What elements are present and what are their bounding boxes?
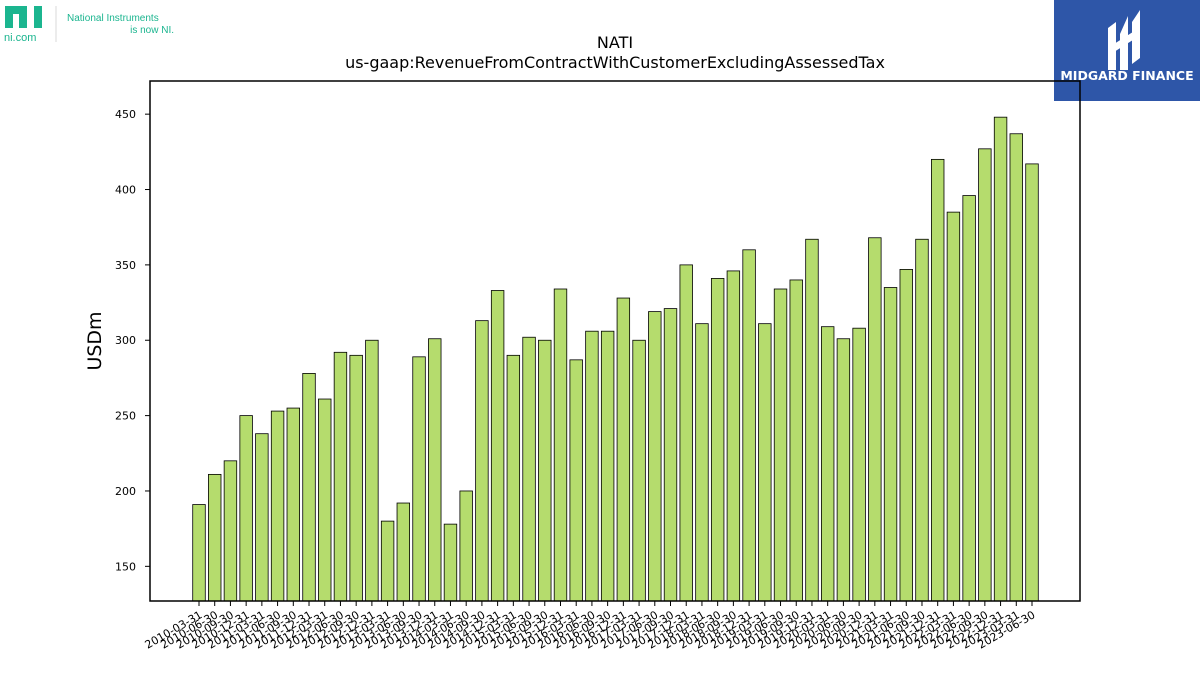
bar bbox=[616, 297, 631, 602]
bar bbox=[805, 238, 819, 602]
ni-logo: ni.com National Instruments is now NI. bbox=[4, 6, 174, 44]
y-tick-label: 200 bbox=[115, 485, 136, 498]
y-tick-label: 150 bbox=[115, 560, 136, 573]
bar bbox=[836, 338, 851, 602]
bar bbox=[396, 502, 411, 602]
bar bbox=[286, 407, 300, 602]
ni-mark-right-stem bbox=[34, 6, 42, 28]
bar bbox=[962, 195, 976, 602]
bar bbox=[428, 338, 442, 602]
bar bbox=[585, 330, 599, 602]
bar bbox=[1009, 133, 1023, 602]
midgard-logo-text: MIDGARD FINANCE bbox=[1060, 68, 1193, 83]
y-tick-label: 400 bbox=[115, 184, 136, 197]
bar bbox=[208, 473, 222, 602]
midgard-finance-logo: MIDGARD FINANCE bbox=[1054, 0, 1200, 101]
bar bbox=[270, 410, 285, 602]
y-tick-label: 250 bbox=[115, 410, 136, 423]
bar bbox=[223, 460, 238, 602]
bar bbox=[868, 237, 882, 602]
bar bbox=[978, 148, 992, 602]
bar bbox=[1025, 163, 1039, 602]
ni-mark-mid-stem bbox=[19, 6, 27, 28]
bar bbox=[695, 323, 709, 602]
bar bbox=[490, 290, 505, 602]
bar bbox=[820, 326, 835, 602]
bar bbox=[899, 269, 913, 602]
y-axis-label: USDm bbox=[84, 311, 106, 370]
plot-frame bbox=[149, 80, 1081, 602]
bar bbox=[663, 308, 678, 602]
bar bbox=[773, 288, 788, 602]
bar bbox=[600, 330, 615, 602]
bar bbox=[931, 158, 945, 602]
y-tick-label: 350 bbox=[115, 259, 136, 272]
x-axis: 2010-03-312010-06-302010-09-302010-12-31… bbox=[143, 601, 1038, 652]
ni-mark-left-stem bbox=[5, 6, 13, 28]
chart-subtitle: us-gaap:RevenueFromContractWithCustomerE… bbox=[345, 53, 885, 72]
ni-mark-arch bbox=[5, 6, 27, 14]
bar bbox=[679, 264, 693, 602]
bar bbox=[648, 311, 662, 602]
ni-tagline-line1: National Instruments bbox=[67, 13, 159, 24]
ni-site-text: ni.com bbox=[4, 32, 36, 44]
bar bbox=[506, 354, 521, 602]
bar bbox=[255, 433, 269, 602]
bar bbox=[302, 373, 316, 602]
bar bbox=[915, 238, 929, 602]
bar bbox=[318, 398, 332, 602]
bar bbox=[459, 490, 473, 602]
bar bbox=[239, 415, 253, 602]
bar bbox=[632, 339, 646, 602]
bar bbox=[538, 339, 552, 602]
bar-series bbox=[192, 116, 1039, 602]
y-axis: 150 200 250 300 350 400 450 bbox=[115, 108, 150, 573]
bar bbox=[412, 356, 426, 602]
y-tick-label: 300 bbox=[115, 334, 136, 347]
bar bbox=[789, 279, 803, 602]
bar bbox=[946, 211, 961, 602]
bar bbox=[475, 320, 489, 602]
ni-tagline-line2: is now NI. bbox=[130, 25, 174, 36]
bar bbox=[553, 288, 568, 602]
chart-title: NATI bbox=[597, 33, 633, 52]
bar bbox=[380, 520, 395, 602]
y-tick-label: 450 bbox=[115, 108, 136, 121]
bar bbox=[349, 354, 363, 602]
bar bbox=[726, 270, 741, 602]
bar bbox=[443, 523, 458, 602]
bar bbox=[192, 504, 206, 602]
midgard-logo-mark bbox=[1108, 10, 1140, 70]
bar bbox=[993, 116, 1008, 602]
bar bbox=[333, 351, 348, 602]
bar bbox=[883, 287, 898, 602]
bar bbox=[522, 336, 536, 602]
bar bbox=[758, 323, 772, 602]
bar bbox=[365, 339, 379, 602]
bar bbox=[852, 327, 866, 602]
bar bbox=[742, 249, 756, 602]
bar bbox=[710, 278, 725, 602]
bar bbox=[569, 359, 583, 602]
